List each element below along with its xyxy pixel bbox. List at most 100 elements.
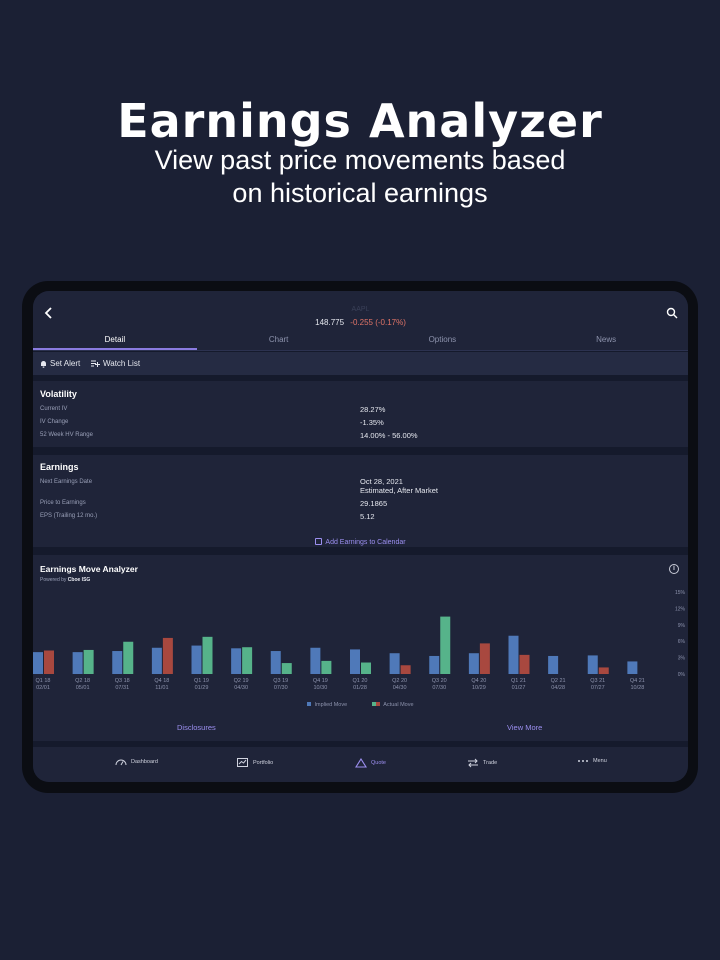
actual-move-bar [519,654,530,674]
tab-detail[interactable]: Detail [33,331,197,350]
implied-move-bar [191,645,202,674]
tab-bar: Detail Chart Options News [33,331,688,351]
watch-list-icon [91,360,100,367]
tab-options[interactable]: Options [428,335,457,344]
current-iv-value: 28.27% [360,405,386,414]
menu-dots-icon [578,760,588,762]
x-tick-quarter: Q1 19 [194,678,209,684]
analyzer-section: Earnings Move Analyzer Powered by Cboe I… [33,555,688,741]
app-screen: AAPL 148.775 -0.255 (-0.17%) Detail Char… [33,291,688,782]
info-icon[interactable]: i [669,564,679,574]
last-price: 148.775 [315,318,345,327]
implied-move-bar [33,652,43,674]
actual-move-bar [361,662,371,674]
watch-list-button[interactable]: Watch List [91,359,140,368]
tab-chart[interactable]: Chart [268,335,289,344]
nav-menu-label: Menu [593,758,607,764]
actual-move-bar [44,650,54,674]
legend-implied-swatch [307,702,312,706]
price-line: 148.775 -0.255 (-0.17%) [33,318,688,327]
x-tick-date: 01/29 [195,685,209,691]
nav-quote-label: Quote [371,760,386,766]
implied-move-bar [389,653,400,674]
hero-subtitle-line-2: on historical earnings [232,178,488,208]
hero-subtitle-line-1: View past price movements based [154,145,566,175]
legend-actual-label: Actual Move [383,702,414,708]
x-tick-date: 10/30 [313,685,327,691]
implied-move-bar [587,655,598,674]
price-change: -0.255 (-0.17%) [350,318,406,327]
x-tick-quarter: Q2 21 [551,678,566,684]
nav-quote[interactable]: Quote [355,758,386,768]
quote-triangle-icon [355,758,367,768]
nav-dashboard[interactable]: Dashboard [115,758,158,766]
x-tick-quarter: Q3 21 [590,678,605,684]
iv-change-value: -1.35% [360,418,384,427]
top-bar: AAPL 148.775 -0.255 (-0.17%) Detail Char… [33,291,688,351]
x-tick-date: 07/27 [591,685,605,691]
set-alert-button[interactable]: Set Alert [40,359,80,368]
actual-move-bar [440,616,451,674]
actual-move-bar [321,660,332,674]
tab-news[interactable]: News [596,335,617,344]
powered-by-prefix: Powered by [40,577,67,583]
actual-move-bar [598,667,609,674]
earnings-section: Earnings Next Earnings Date Oct 28, 2021… [33,455,688,547]
view-more-link[interactable]: View More [507,723,543,732]
back-arrow-icon[interactable] [41,305,57,321]
x-tick-date: 04/30 [234,685,248,691]
legend-implied-label: Implied Move [314,702,348,708]
x-tick-quarter: Q4 20 [471,678,486,684]
analyzer-title: Earnings Move Analyzer [40,564,138,574]
hero-subtitle: View past price movements based on histo… [0,144,720,210]
x-tick-quarter: Q1 18 [36,678,51,684]
x-tick-quarter: Q3 20 [432,678,447,684]
actual-move-bar [123,641,134,674]
actual-move-bar [162,637,173,674]
nav-portfolio-label: Portfolio [253,759,274,766]
volatility-title: Volatility [40,389,77,399]
actual-move-bar [400,665,411,674]
calendar-icon [315,538,323,545]
x-tick-quarter: Q1 21 [511,678,526,684]
ticker-symbol: AAPL [351,306,370,313]
next-earnings-note: Estimated, After Market [360,486,438,495]
nav-menu[interactable]: Menu [577,758,607,764]
x-tick-date: 10/28 [630,685,644,691]
actual-move-bar [242,647,253,674]
eps-value: 5.12 [360,512,375,521]
powered-by-brand: Cboe ISG [67,577,91,583]
search-icon[interactable] [666,307,678,319]
x-tick-date: 10/29 [472,685,486,691]
implied-move-bar [508,635,519,674]
legend-actual-up-swatch [372,702,377,706]
implied-move-bar [270,651,281,674]
portfolio-icon [237,758,248,767]
watch-list-label: Watch List [103,359,141,368]
y-tick-label: 3% [678,656,686,662]
x-tick-date: 02/01 [36,685,50,691]
next-earnings-label: Next Earnings Date [40,479,93,485]
hero-title: Earnings Analyzer [117,94,603,148]
x-tick-quarter: Q2 19 [234,678,249,684]
x-tick-quarter: Q4 19 [313,678,328,684]
implied-move-bar [548,655,559,674]
y-tick-label: 6% [678,639,686,645]
add-to-calendar-link[interactable]: Add Earnings to Calendar [33,538,688,546]
x-tick-date: 04/28 [551,685,565,691]
implied-move-bar [112,651,123,674]
x-tick-quarter: Q3 18 [115,678,130,684]
actual-move-bar [479,643,490,674]
actual-move-bar [83,649,94,674]
nav-portfolio[interactable]: Portfolio [237,758,273,767]
hv-range-label: 52 Week HV Range [40,432,93,438]
implied-move-bar [72,652,83,674]
nav-trade[interactable]: Trade [467,758,497,768]
actual-move-bar [281,663,292,674]
trade-arrows-icon [468,758,478,768]
x-tick-date: 11/01 [155,685,168,691]
x-tick-quarter: Q2 18 [75,678,90,684]
disclosures-link[interactable]: Disclosures [177,723,216,732]
x-tick-quarter: Q2 20 [392,678,407,684]
